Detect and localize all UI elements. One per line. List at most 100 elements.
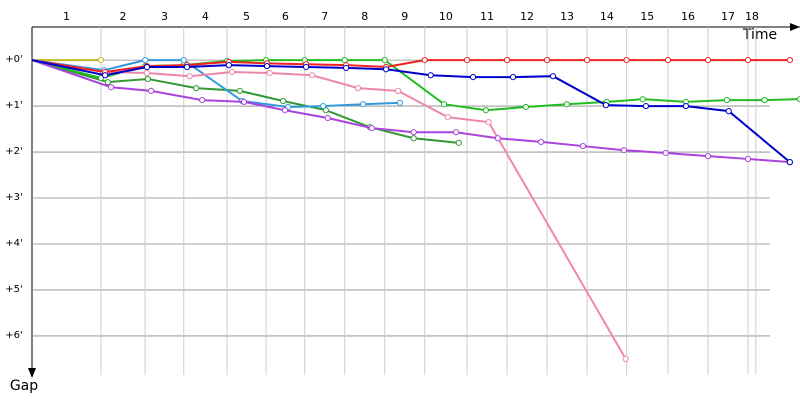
x-axis-arrow (790, 23, 800, 31)
data-point (342, 64, 350, 72)
data-point (308, 72, 316, 79)
data-point (537, 138, 545, 146)
data-point (543, 56, 551, 64)
x-tick-label: 1 (63, 10, 70, 23)
y-axis-label: Gap (10, 378, 38, 394)
data-point (579, 142, 587, 150)
data-point (148, 87, 155, 94)
data-point (410, 135, 417, 142)
data-point (263, 62, 271, 70)
data-point (485, 119, 492, 126)
data-point (199, 96, 206, 104)
x-tick-label: 18 (745, 10, 759, 23)
data-point (662, 149, 669, 157)
data-point (360, 101, 367, 108)
data-point (193, 85, 200, 92)
data-point (723, 96, 730, 104)
data-point (744, 155, 752, 163)
data-point (455, 139, 462, 146)
data-point (796, 96, 800, 103)
x-tick-label: 14 (600, 10, 614, 23)
data-point (440, 101, 448, 108)
data-point (622, 355, 629, 363)
data-point (381, 56, 388, 64)
data-point (786, 159, 793, 166)
x-tick-label: 11 (480, 10, 494, 23)
data-point (421, 56, 428, 64)
data-point (180, 56, 187, 64)
data-point (279, 97, 287, 105)
data-point (427, 72, 434, 79)
x-tick-label: 10 (439, 10, 453, 23)
x-tick-label: 12 (520, 10, 534, 23)
data-point (522, 103, 530, 111)
data-point (549, 73, 557, 80)
series-line (31, 59, 459, 144)
data-point (664, 56, 672, 64)
data-point (744, 56, 752, 64)
x-tick-label: 2 (120, 10, 127, 23)
x-tick-label: 8 (361, 10, 368, 23)
data-point (341, 56, 348, 64)
x-tick-label: 3 (161, 10, 168, 23)
y-tick-label: +4' (5, 238, 23, 249)
data-point (482, 107, 490, 114)
data-point (102, 72, 109, 79)
data-point (186, 73, 193, 80)
x-tick-label: 17 (721, 10, 735, 23)
x-tick-label: 6 (282, 10, 289, 23)
x-tick-label: 4 (202, 10, 209, 23)
data-point (761, 96, 768, 104)
data-point (143, 63, 151, 71)
data-point (704, 153, 712, 160)
y-axis-arrow (28, 368, 36, 378)
y-tick-label: +3' (5, 192, 23, 203)
data-point (142, 56, 149, 64)
data-point (302, 63, 310, 71)
x-tick-label: 16 (681, 10, 695, 23)
data-point (266, 69, 273, 77)
x-tick-label: 5 (243, 10, 250, 23)
data-point (786, 56, 793, 64)
x-tick-label: 15 (640, 10, 654, 23)
y-tick-label: +1' (5, 100, 23, 111)
data-point (509, 74, 517, 81)
data-point (602, 102, 610, 109)
data-point (144, 75, 151, 83)
x-axis-label: Time (742, 27, 777, 43)
data-point (452, 129, 460, 136)
data-point (107, 84, 115, 91)
data-point (725, 108, 732, 115)
data-point (639, 96, 646, 103)
data-point (320, 102, 327, 110)
data-point (642, 102, 650, 110)
x-tick-label: 13 (560, 10, 574, 23)
data-point (494, 135, 501, 142)
data-point (383, 66, 390, 73)
data-point (469, 74, 477, 81)
data-point (410, 129, 417, 136)
series-line (31, 59, 791, 163)
data-point (563, 101, 570, 108)
y-tick-label: +2' (5, 146, 23, 157)
data-point (322, 107, 329, 114)
y-tick-label: +0' (5, 54, 23, 65)
data-point (228, 68, 236, 76)
data-point (104, 79, 111, 86)
series-line (31, 59, 790, 164)
y-tick-label: +5' (5, 284, 23, 295)
x-tick-label: 7 (321, 10, 328, 23)
data-point (444, 114, 451, 121)
data-point (620, 147, 627, 154)
data-point (324, 114, 331, 122)
data-point (225, 62, 232, 69)
data-point (682, 102, 690, 110)
data-point (143, 69, 151, 77)
data-point (97, 56, 105, 64)
data-point (623, 56, 630, 64)
data-point (583, 56, 591, 64)
data-point (183, 63, 191, 71)
data-point (240, 98, 248, 106)
data-point (281, 107, 289, 114)
